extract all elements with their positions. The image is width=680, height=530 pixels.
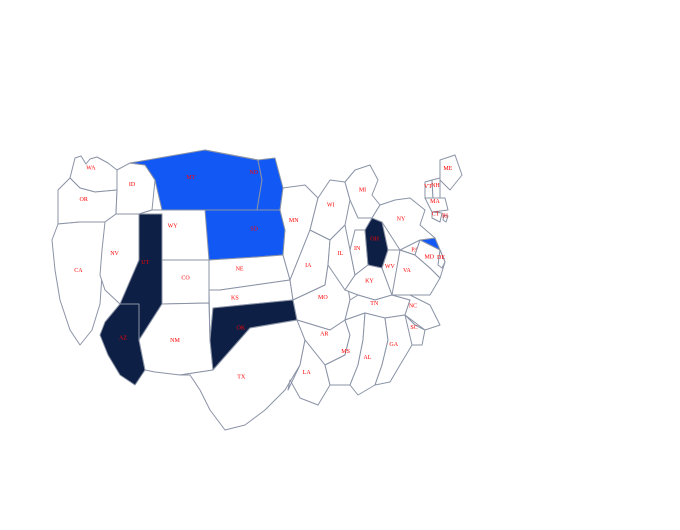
svg-text:NE: NE [236, 266, 244, 272]
svg-text:MN: MN [289, 218, 299, 224]
svg-text:WA: WA [86, 165, 96, 171]
svg-text:TN: TN [370, 301, 379, 307]
svg-text:MO: MO [318, 295, 328, 301]
svg-text:KS: KS [231, 296, 239, 302]
svg-text:CO: CO [181, 276, 190, 282]
svg-text:SD: SD [250, 226, 258, 232]
svg-text:OR: OR [80, 197, 88, 203]
svg-text:AR: AR [320, 332, 328, 338]
svg-text:MD: MD [424, 254, 434, 260]
svg-text:RI: RI [442, 214, 448, 220]
svg-text:ME: ME [443, 166, 452, 172]
svg-text:GA: GA [389, 342, 398, 348]
svg-text:NM: NM [170, 338, 180, 344]
svg-text:NV: NV [110, 251, 119, 257]
svg-text:VA: VA [403, 268, 412, 274]
svg-text:IN: IN [354, 246, 361, 252]
svg-text:UT: UT [141, 260, 149, 266]
svg-text:WY: WY [168, 224, 179, 230]
svg-text:WI: WI [327, 203, 335, 209]
svg-text:TX: TX [237, 374, 246, 380]
svg-text:IL: IL [338, 251, 344, 257]
svg-text:CT: CT [432, 211, 440, 217]
svg-text:MT: MT [186, 175, 195, 181]
svg-text:IA: IA [305, 263, 312, 269]
svg-text:LA: LA [303, 370, 312, 376]
svg-text:NC: NC [409, 304, 417, 310]
svg-text:ND: ND [249, 170, 258, 176]
svg-text:OH: OH [370, 236, 379, 242]
svg-text:AL: AL [363, 355, 371, 361]
svg-text:WV: WV [385, 264, 396, 270]
svg-text:ID: ID [129, 182, 136, 188]
svg-text:SC: SC [410, 325, 417, 331]
svg-text:MA: MA [430, 199, 440, 205]
svg-text:CA: CA [74, 268, 83, 274]
svg-text:MI: MI [359, 188, 366, 194]
svg-text:AZ: AZ [119, 335, 127, 341]
svg-text:OK: OK [237, 325, 246, 331]
svg-text:NY: NY [397, 216, 406, 222]
svg-text:NH: NH [431, 183, 440, 189]
svg-text:DE: DE [437, 255, 445, 261]
svg-text:KY: KY [365, 278, 374, 284]
svg-text:MS: MS [341, 349, 350, 355]
